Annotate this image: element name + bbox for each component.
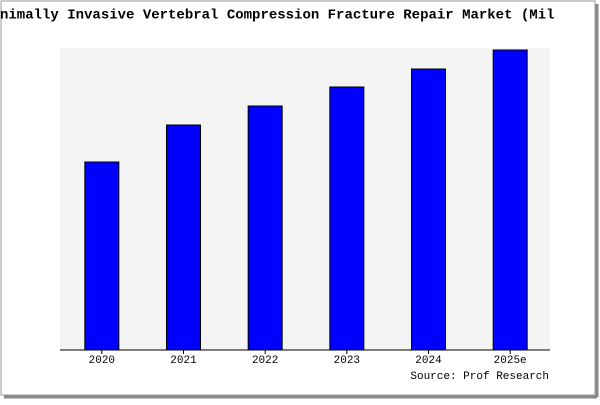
x-tick-label: 2024 — [415, 355, 442, 367]
x-tick-label: 2020 — [89, 355, 115, 367]
bar — [411, 68, 446, 351]
plot-area — [60, 48, 550, 350]
bar — [329, 86, 365, 351]
x-tick-label: 2022 — [252, 355, 278, 367]
bar — [84, 161, 120, 351]
x-tick-label: 2021 — [170, 355, 197, 367]
x-tick-label: 2025e — [494, 355, 527, 367]
bar — [166, 124, 201, 351]
bar — [492, 49, 528, 351]
bar — [247, 105, 283, 351]
x-tick-label: 2023 — [334, 355, 360, 367]
source-note: Source: Prof Research — [410, 371, 549, 383]
chart-title: nimally Invasive Vertebral Compression F… — [0, 8, 555, 24]
